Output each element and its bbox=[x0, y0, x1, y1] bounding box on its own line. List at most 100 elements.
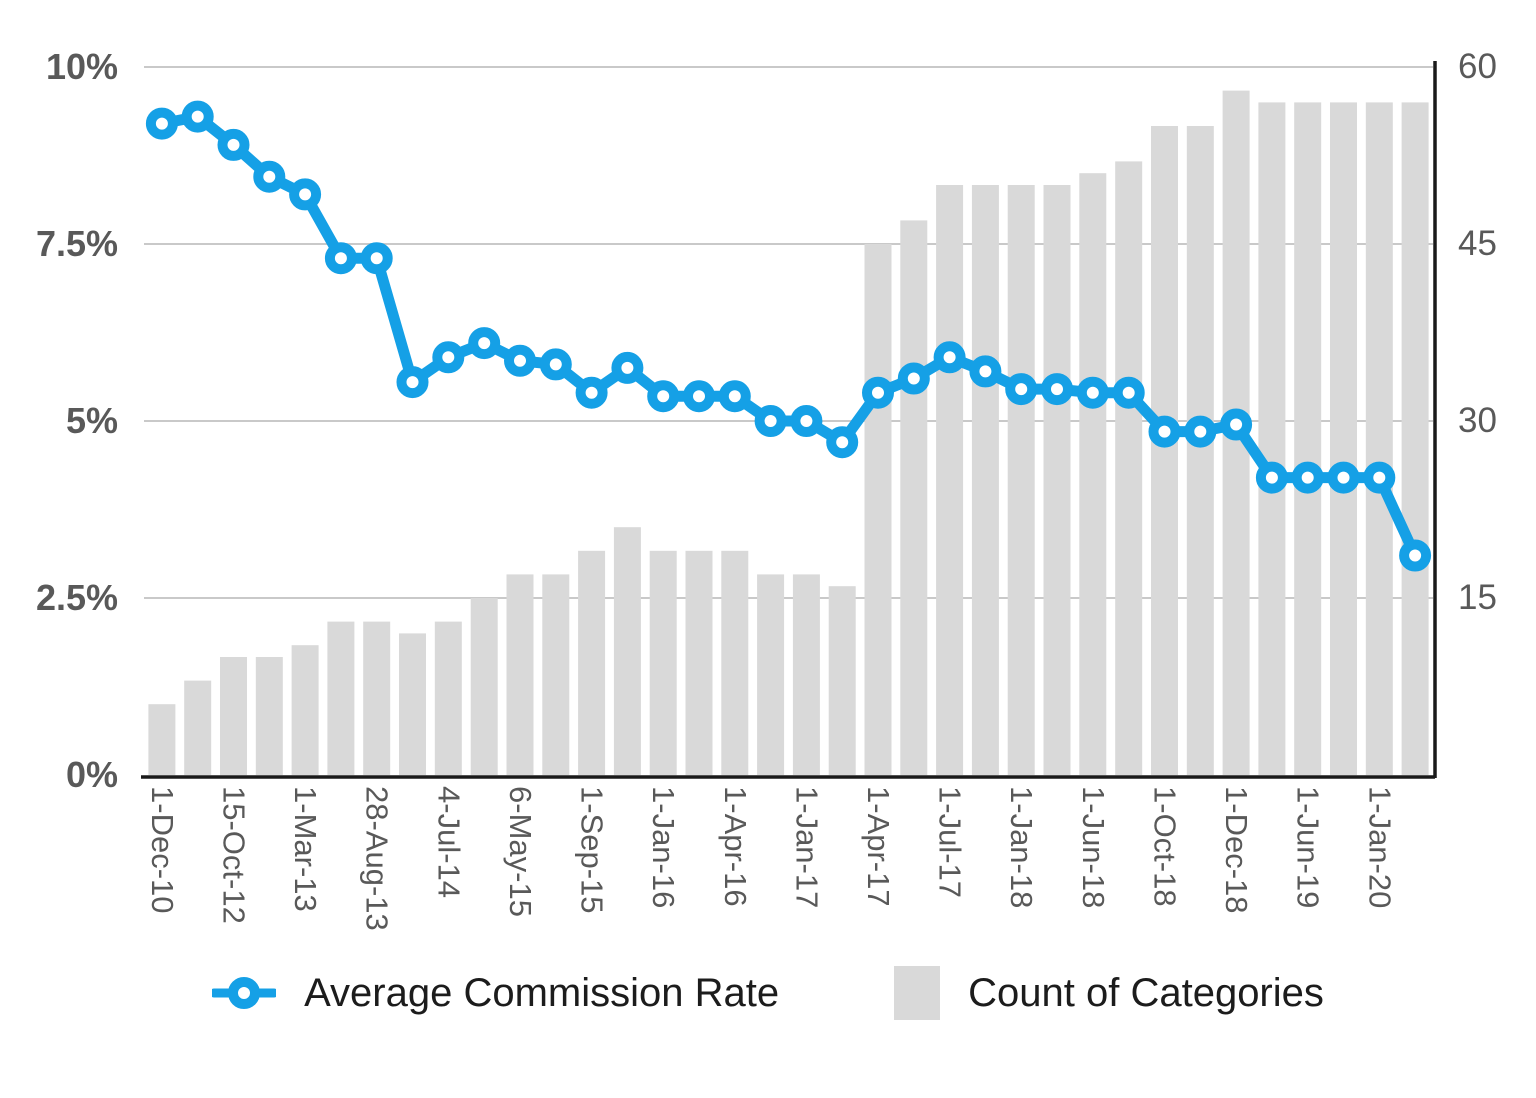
x-axis-tick-label: 1-Jan-16 bbox=[646, 786, 682, 909]
bar-count-of-categories bbox=[327, 621, 355, 775]
left-axis-tick-label: 5% bbox=[65, 400, 118, 441]
x-axis-tick-label: 1-Jan-20 bbox=[1362, 786, 1398, 909]
bar-count-of-categories bbox=[864, 244, 892, 775]
x-axis-tick-label: 1-Mar-13 bbox=[288, 786, 324, 912]
line-marker bbox=[754, 405, 787, 437]
right-axis-labels: 60 45 30 15 bbox=[1458, 0, 1536, 800]
bar-count-of-categories bbox=[542, 574, 570, 775]
x-axis-tick-label: 1-Jun-19 bbox=[1290, 786, 1326, 909]
line-marker bbox=[1041, 373, 1073, 406]
bar-count-of-categories bbox=[1186, 126, 1214, 775]
line-marker bbox=[969, 355, 1002, 388]
bar-count-of-categories bbox=[900, 220, 928, 775]
bar-count-of-categories bbox=[936, 185, 964, 775]
line-marker bbox=[575, 376, 608, 409]
bar-count-of-categories bbox=[184, 680, 212, 775]
bar-count-of-categories bbox=[1115, 161, 1143, 775]
right-axis-tick-label: 30 bbox=[1458, 401, 1497, 440]
x-axis-tick-label: 6-May-15 bbox=[503, 786, 538, 917]
line-marker bbox=[1220, 408, 1253, 441]
bar-count-of-categories bbox=[399, 633, 426, 775]
x-axis-tick-label: 1-Apr-16 bbox=[717, 786, 753, 907]
line-marker bbox=[1148, 415, 1181, 448]
bar-count-of-categories bbox=[470, 598, 498, 775]
bar-count-of-categories bbox=[148, 704, 176, 775]
line-marker bbox=[647, 380, 680, 413]
bar-count-of-categories bbox=[649, 550, 677, 775]
x-axis-tick-label: 1-Jan-17 bbox=[789, 786, 825, 909]
line-marker bbox=[897, 362, 930, 395]
x-axis-tick-label: 1-Dec-18 bbox=[1219, 786, 1255, 914]
x-axis-tick-label: 1-Dec-10 bbox=[144, 786, 180, 914]
line-marker bbox=[826, 426, 859, 459]
legend-label-count-of-categories: Count of Categories bbox=[968, 970, 1324, 1015]
bar-count-of-categories bbox=[434, 621, 462, 775]
line-marker bbox=[1291, 461, 1324, 494]
bar-count-of-categories bbox=[685, 550, 713, 775]
line-marker bbox=[718, 380, 751, 413]
bar-count-of-categories bbox=[1007, 185, 1035, 775]
x-axis-tick-label: 1-Apr-17 bbox=[861, 786, 896, 907]
line-marker bbox=[396, 366, 429, 399]
x-axis-tick-label: 15-Oct-12 bbox=[216, 786, 252, 924]
bar-count-of-categories bbox=[1294, 102, 1322, 775]
x-axis-tick-label: 1-Jul-17 bbox=[932, 786, 968, 898]
line-marker bbox=[504, 344, 536, 377]
line-marker bbox=[539, 348, 572, 381]
left-axis-tick-label: 7.5% bbox=[35, 223, 118, 264]
line-marker bbox=[1005, 373, 1038, 406]
line-marker bbox=[432, 341, 465, 374]
left-axis-tick-label: 0% bbox=[65, 754, 118, 795]
bar-count-of-categories bbox=[291, 645, 319, 775]
left-axis-tick-label: 2.5% bbox=[35, 577, 118, 618]
x-axis-tick-label: 1-Oct-18 bbox=[1147, 786, 1183, 907]
bar-count-of-categories bbox=[363, 621, 391, 775]
left-axis-tick-label: 10% bbox=[45, 46, 118, 87]
line-marker bbox=[360, 242, 393, 275]
line-marker bbox=[289, 178, 322, 211]
line-marker bbox=[1399, 539, 1432, 572]
line-marker bbox=[181, 100, 214, 133]
bar-count-of-categories bbox=[578, 550, 606, 775]
line-marker bbox=[1076, 376, 1109, 409]
x-axis-tick-label: 1-Sep-15 bbox=[574, 786, 610, 914]
bar-count-of-categories bbox=[1258, 102, 1286, 775]
x-axis-tick-label: 4-Jul-14 bbox=[431, 786, 467, 898]
line-marker bbox=[862, 376, 894, 409]
line-marker bbox=[1184, 415, 1217, 448]
left-axis-labels: 10% 7.5% 5% 2.5% 0% bbox=[0, 0, 126, 800]
bar-count-of-categories bbox=[971, 185, 999, 775]
bar-count-of-categories bbox=[828, 586, 856, 775]
line-marker bbox=[1255, 461, 1288, 494]
bar-count-of-categories bbox=[792, 574, 820, 775]
line-marker bbox=[683, 380, 715, 413]
x-axis-labels: 1-Dec-10 15-Oct-12 1-Mar-13 28-Aug-13 4-Jul-… bbox=[0, 786, 1536, 954]
line-marker bbox=[217, 128, 250, 161]
bar-count-of-categories bbox=[1330, 102, 1357, 775]
legend-item-count-of-categories: Count of Categories bbox=[894, 966, 1324, 1020]
right-axis-tick-label: 60 bbox=[1458, 47, 1497, 86]
line-marker bbox=[253, 160, 286, 193]
line-marker bbox=[145, 107, 178, 140]
bar-count-of-categories bbox=[1151, 126, 1178, 775]
line-marker bbox=[933, 341, 966, 374]
chart-legend: Average Commission Rate Count of Categor… bbox=[0, 966, 1536, 1020]
bar-count-of-categories bbox=[255, 657, 283, 775]
line-marker bbox=[611, 351, 644, 384]
x-axis-tick-label: 1-Jan-18 bbox=[1004, 786, 1040, 909]
line-marker bbox=[1112, 376, 1145, 409]
line-marker bbox=[324, 242, 357, 275]
legend-label-average-commission-rate: Average Commission Rate bbox=[304, 970, 780, 1015]
line-marker bbox=[1327, 461, 1360, 494]
bar-count-of-categories bbox=[757, 574, 785, 775]
bar-count-of-categories bbox=[721, 550, 749, 775]
bar-count-of-categories bbox=[613, 527, 641, 775]
x-axis-tick-label: 1-Jun-18 bbox=[1075, 786, 1111, 909]
bar-count-of-categories bbox=[506, 574, 534, 775]
right-axis-tick-label: 45 bbox=[1458, 224, 1497, 263]
bar-count-of-categories bbox=[1079, 173, 1107, 775]
legend-item-average-commission-rate: Average Commission Rate bbox=[212, 971, 779, 1016]
line-marker bbox=[468, 327, 501, 360]
